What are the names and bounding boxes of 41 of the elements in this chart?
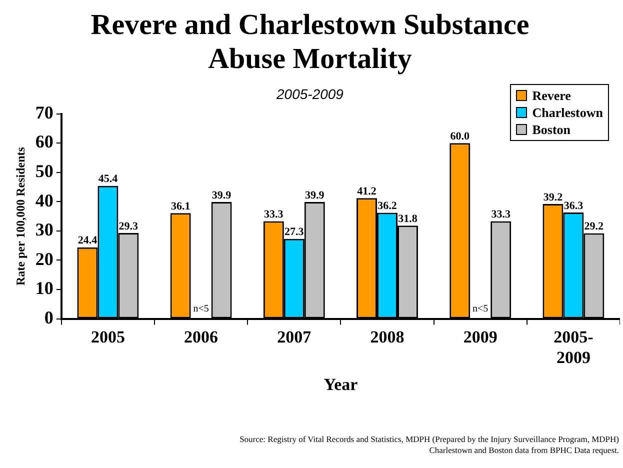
data-label: 33.3 (491, 208, 511, 221)
legend-label: Boston (531, 121, 572, 138)
y-tick-label: 10 (35, 278, 54, 298)
data-label: 39.2 (543, 191, 564, 204)
data-label: 39.9 (305, 189, 325, 202)
y-tick-label: 40 (35, 190, 54, 210)
text: n<5 (472, 303, 488, 314)
x-axis-title: Year (324, 375, 358, 394)
chart-title: Revere and Charlestown Substance Abuse Mortality (90, 8, 530, 76)
data-label: 36.3 (564, 200, 584, 212)
data-label: 33.3 (264, 208, 284, 221)
y-tick-label: 0 (44, 307, 54, 328)
y-tick-label: 20 (35, 248, 54, 269)
legend-label: Revere (531, 87, 572, 104)
y-tick-label: 70 (35, 102, 54, 122)
data-label: 27.3 (284, 226, 304, 238)
x-tick-label: 2007 (277, 327, 312, 346)
y-tick-label: 30 (35, 220, 54, 240)
x-tick-label: 2008 (370, 327, 404, 346)
data-label: 39.9 (212, 189, 232, 202)
data-label: 24.4 (78, 234, 98, 247)
y-axis-title: Rate per 100,000 Residents (13, 146, 28, 286)
y-tick-label: 50 (35, 161, 54, 182)
x-tick-label: 2005-2009 (554, 327, 594, 367)
data-label: 36.2 (378, 200, 398, 212)
data-label: 29.3 (118, 220, 139, 232)
legend-label: Charlestown (531, 104, 603, 121)
data-label: 41.2 (357, 185, 377, 198)
x-tick-label: 2009 (463, 327, 498, 346)
data-label: 60.0 (450, 130, 470, 142)
text: n<5 (193, 303, 209, 314)
data-label: 36.1 (170, 200, 190, 212)
data-label: 29.2 (584, 220, 604, 233)
data-label: 45.4 (98, 173, 118, 186)
text: Charlestown and Boston data from BPHC Data request. (428, 445, 619, 456)
x-tick-label: 2006 (184, 327, 218, 346)
x-tick-label: 2005 (90, 327, 125, 346)
data-label: 31.8 (398, 213, 418, 226)
y-tick-label: 60 (35, 132, 54, 152)
chart-subtitle: 2005-2009 (276, 86, 344, 102)
source-note: Source: Registry of Vital Records and Statistics, MDPH (Prepared by the Injury Surveillance Program, MDPH) (240, 434, 619, 445)
